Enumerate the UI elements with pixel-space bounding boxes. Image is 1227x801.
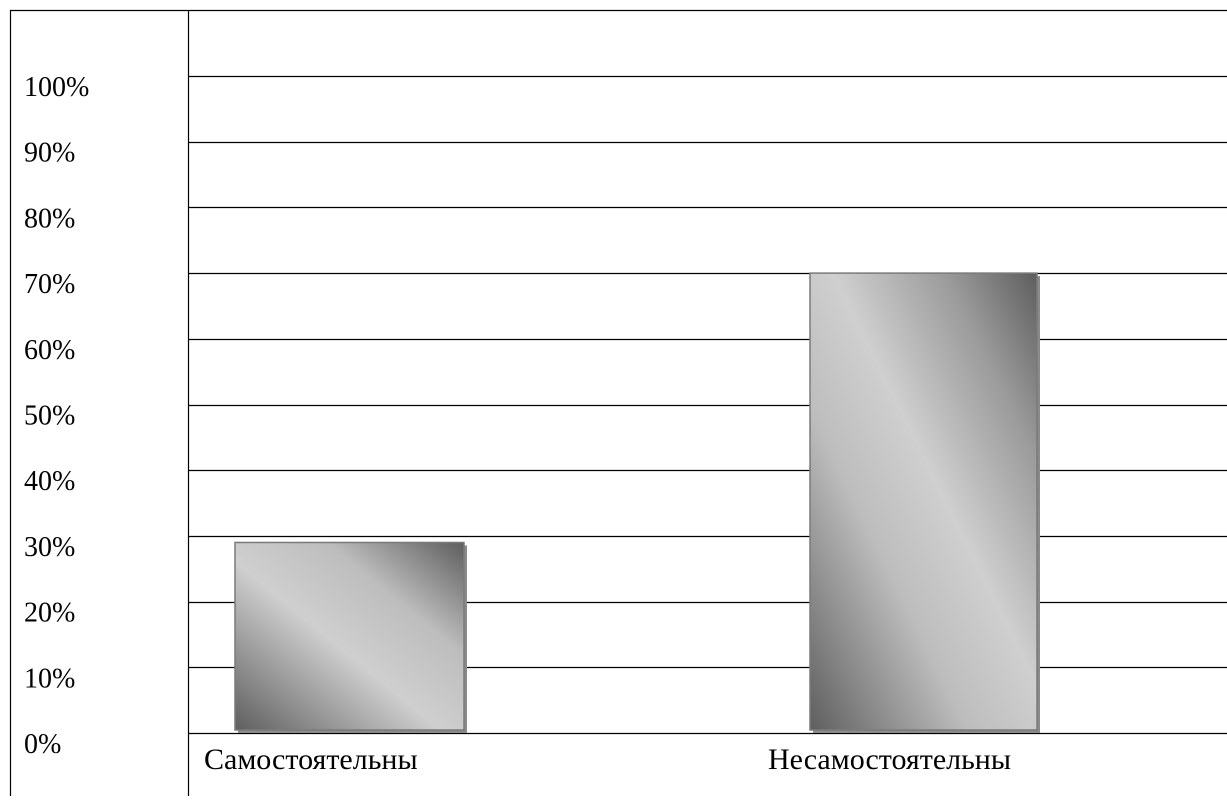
y-tick-label: 10% (24, 663, 75, 694)
y-tick-label: 100% (24, 72, 89, 103)
y-tick-label: 20% (24, 598, 75, 629)
y-tick-label: 80% (24, 203, 75, 234)
y-tick-label: 70% (24, 269, 75, 300)
x-category-label: Самостоятельны (204, 743, 418, 776)
y-tick-label: 0% (24, 729, 61, 760)
x-axis-labels: Самостоятельны Несамостоятельны (204, 743, 1011, 776)
x-category-label: Несамостоятельны (768, 743, 1011, 776)
bars (234, 272, 1040, 733)
y-tick-label: 40% (24, 466, 75, 497)
y-axis-ticks: 0% 10% 20% 30% 40% 50% 60% 70% 80% 90% 100% (24, 72, 89, 760)
y-tick-label: 90% (24, 138, 75, 169)
bar (809, 272, 1038, 731)
bar (234, 541, 465, 731)
y-tick-label: 50% (24, 401, 75, 432)
y-tick-label: 60% (24, 335, 75, 366)
y-tick-label: 30% (24, 532, 75, 563)
